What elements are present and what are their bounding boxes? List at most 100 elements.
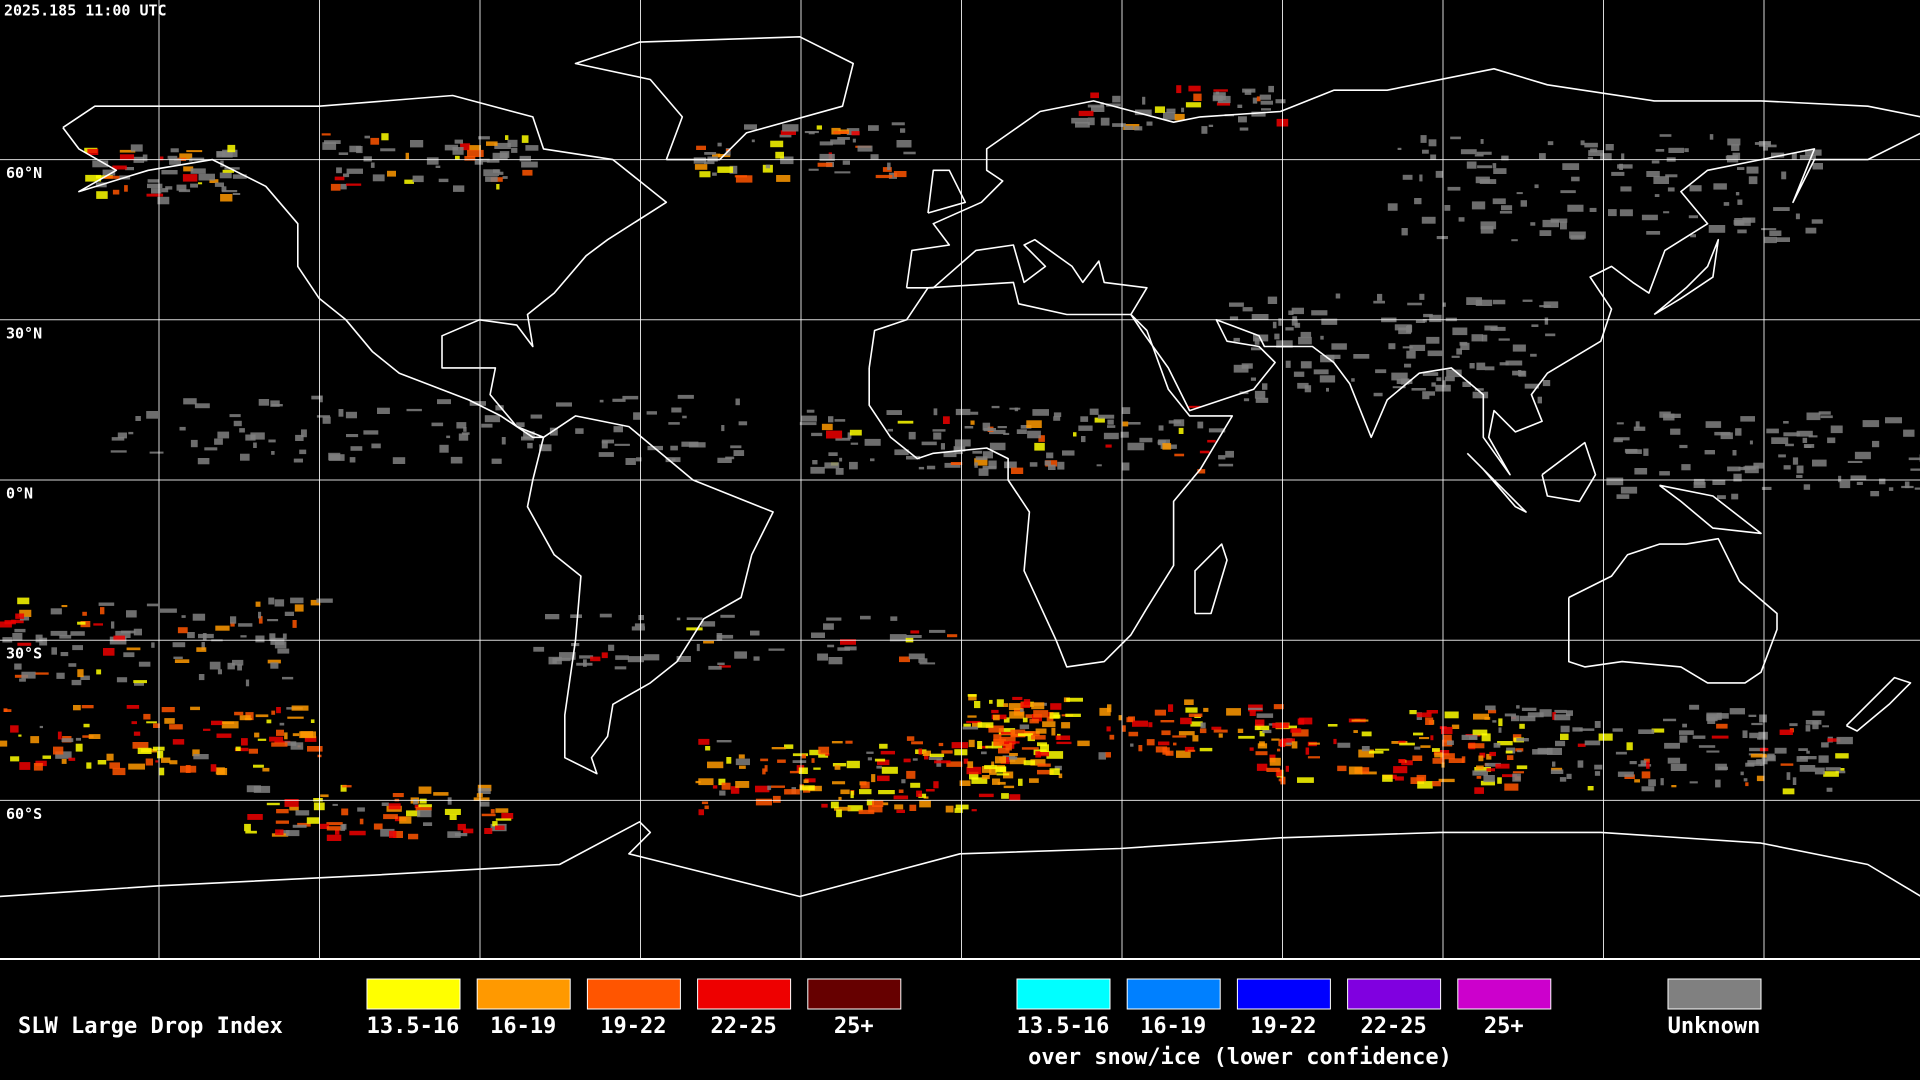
- cloud-patch: [1499, 211, 1513, 214]
- cloud-patch: [133, 680, 147, 684]
- cloud-patch: [1124, 125, 1134, 130]
- coastline: [927, 169, 967, 214]
- cloud-patch: [179, 426, 186, 431]
- cloud-patch: [1761, 486, 1772, 490]
- cloud-patch: [1218, 463, 1234, 467]
- cloud-patch: [190, 168, 206, 174]
- cloud-patch: [406, 810, 421, 817]
- cloud-patch: [1040, 744, 1049, 752]
- cloud-patch: [817, 162, 833, 167]
- cloud-patch: [817, 653, 828, 661]
- cloud-patch: [1132, 720, 1148, 727]
- cloud-patch: [1617, 164, 1633, 169]
- cloud-patch: [1516, 765, 1528, 770]
- cloud-patch: [527, 442, 533, 449]
- cloud-patch: [33, 763, 43, 771]
- coastline: [868, 281, 1234, 668]
- cloud-patch: [1665, 174, 1678, 178]
- cloud-patch: [255, 714, 269, 718]
- cloud-patch: [1460, 149, 1477, 155]
- cloud-patch: [1444, 205, 1451, 211]
- cloud-patch: [837, 647, 850, 651]
- cloud-patch: [60, 652, 69, 657]
- cloud-patch: [1870, 491, 1880, 497]
- cloud-patch: [1244, 89, 1252, 95]
- cloud-patch: [823, 623, 834, 630]
- cloud-patch: [601, 439, 614, 444]
- cloud-patch: [1094, 417, 1105, 423]
- cloud-patch: [431, 422, 444, 427]
- cloud-patch: [88, 734, 101, 739]
- cloud-patch: [1754, 142, 1771, 145]
- cloud-patch: [131, 721, 137, 725]
- cloud-patch: [1795, 213, 1800, 220]
- legend-label: 25+: [834, 1014, 874, 1039]
- cloud-patch: [555, 657, 571, 662]
- cloud-patch: [1278, 318, 1282, 326]
- cloud-patch: [1010, 729, 1026, 738]
- cloud-patch: [764, 765, 768, 772]
- cloud-patch: [828, 657, 843, 665]
- cloud-patch: [151, 188, 162, 194]
- cloud-patch: [511, 147, 518, 153]
- cloud-patch: [19, 762, 31, 770]
- cloud-patch: [966, 766, 982, 775]
- cloud-patch: [1444, 711, 1459, 719]
- cloud-patch: [590, 656, 601, 662]
- cloud-patch: [670, 445, 678, 451]
- cloud-patch: [1539, 153, 1546, 159]
- cloud-patch: [161, 170, 178, 175]
- cloud-patch: [938, 742, 944, 747]
- cloud-patch: [1818, 411, 1831, 415]
- cloud-patch: [1162, 443, 1172, 450]
- cloud-patch: [1620, 486, 1638, 494]
- cloud-patch: [201, 642, 205, 650]
- cloud-patch: [837, 137, 850, 140]
- cloud-patch: [622, 395, 639, 400]
- cloud-patch: [194, 403, 210, 409]
- cloud-patch: [1430, 735, 1434, 741]
- cloud-patch: [921, 441, 937, 446]
- cloud-patch: [304, 736, 317, 742]
- legend-label: 22-25: [710, 1014, 776, 1039]
- cloud-patch: [1616, 422, 1624, 425]
- cloud-patch: [363, 156, 372, 162]
- cloud-patch: [363, 430, 379, 435]
- cloud-patch: [1836, 736, 1853, 745]
- cloud-patch: [1838, 475, 1842, 483]
- cloud-patch: [1071, 117, 1088, 124]
- cloud-patch: [1001, 793, 1009, 799]
- cloud-patch: [1748, 176, 1758, 185]
- cloud-patch: [1337, 765, 1347, 772]
- cloud-patch: [1600, 153, 1612, 161]
- cloud-patch: [1502, 774, 1517, 778]
- cloud-patch: [1078, 110, 1094, 117]
- cloud-patch: [477, 788, 491, 794]
- cloud-patch: [1248, 707, 1263, 710]
- cloud-patch: [271, 710, 276, 715]
- legend-swatch: [1347, 978, 1442, 1010]
- cloud-patch: [147, 179, 160, 183]
- cloud-patch: [1492, 720, 1497, 723]
- cloud-patch: [92, 160, 109, 168]
- cloud-patch: [295, 810, 310, 816]
- cloud-patch: [177, 627, 188, 634]
- cloud-patch: [1566, 710, 1573, 716]
- cloud-patch: [481, 423, 493, 428]
- cloud-patch: [847, 432, 852, 439]
- cloud-patch: [1731, 144, 1740, 151]
- cloud-patch: [423, 822, 433, 826]
- cloud-patch: [479, 158, 490, 163]
- cloud-patch: [275, 829, 284, 836]
- cloud-patch: [1407, 302, 1422, 306]
- cloud-patch: [918, 793, 927, 798]
- cloud-patch: [1252, 97, 1258, 104]
- cloud-patch: [1134, 109, 1152, 116]
- cloud-patch: [492, 152, 508, 160]
- cloud-patch: [480, 801, 490, 807]
- cloud-patch: [1255, 751, 1268, 756]
- cloud-patch: [1419, 293, 1425, 300]
- cloud-patch: [1237, 728, 1244, 733]
- cloud-patch: [56, 672, 65, 679]
- cloud-patch: [346, 183, 362, 186]
